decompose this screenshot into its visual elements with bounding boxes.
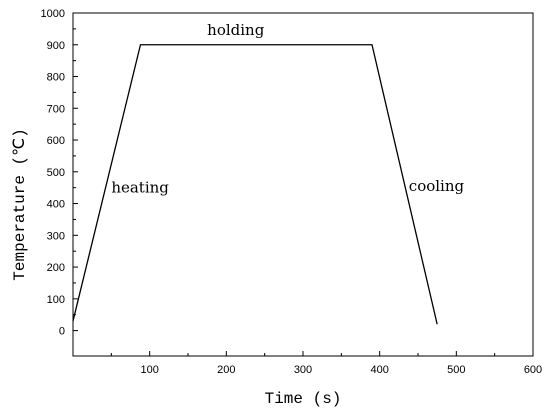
x-tick-label: 100 (140, 364, 158, 376)
x-tick-label: 400 (370, 364, 388, 376)
y-tick-label: 300 (47, 230, 65, 242)
y-tick-label: 500 (47, 167, 65, 179)
x-tick-label: 600 (524, 364, 542, 376)
annotation-cooling: cooling (409, 177, 465, 195)
x-tick-label: 200 (217, 364, 235, 376)
x-tick-label: 300 (294, 364, 312, 376)
temperature-profile-line (72, 44, 438, 325)
y-tick-label: 800 (47, 72, 65, 84)
x-tick-label: 500 (447, 364, 465, 376)
y-tick-label: 700 (47, 103, 65, 115)
y-tick-label: 0 (59, 326, 65, 338)
annotation-holding: holding (207, 21, 265, 39)
series (72, 44, 438, 325)
x-axis-title: Time (s) (265, 390, 342, 408)
ticks: 100 200 300 400 500 600 0 100 200 300 400 500 600 700… (41, 8, 543, 376)
y-tick-label: 1000 (41, 8, 65, 20)
annotation-heating: heating (111, 178, 169, 196)
y-axis-title: Temperature (℃) (11, 128, 29, 280)
y-tick-label: 600 (47, 135, 65, 147)
y-tick-label: 400 (47, 199, 65, 211)
annotations: heating holding cooling (111, 21, 464, 196)
y-tick-label: 100 (47, 294, 65, 306)
y-tick-label: 200 (47, 262, 65, 274)
y-tick-label: 900 (47, 40, 65, 52)
